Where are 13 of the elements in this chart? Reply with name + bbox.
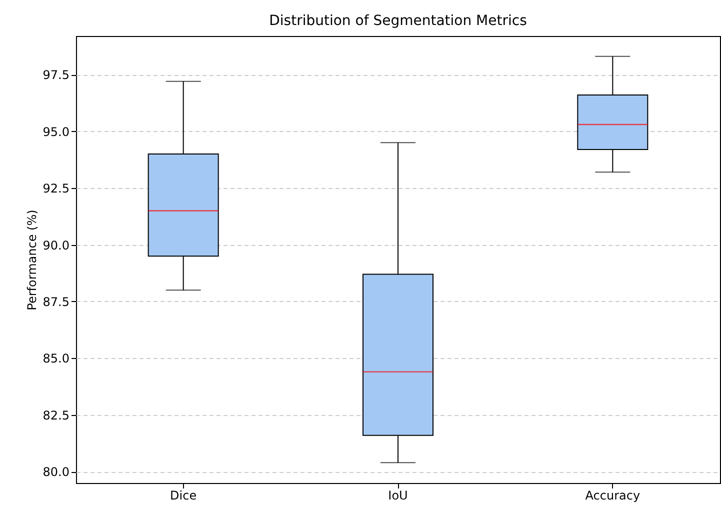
y-axis-title: Performance (%) xyxy=(24,210,39,310)
y-tick-label: 80.0 xyxy=(42,465,70,480)
y-tick-label: 85.0 xyxy=(42,352,70,366)
y-tick-label: 95.0 xyxy=(42,124,70,139)
x-tick-label: Accuracy xyxy=(585,488,640,502)
chart-title: Distribution of Segmentation Metrics xyxy=(269,13,527,29)
y-tick-label: 87.5 xyxy=(42,294,70,309)
y-tick-label: 90.0 xyxy=(42,238,70,252)
y-tick-label: 92.5 xyxy=(42,182,70,196)
x-tick-label: IoU xyxy=(388,488,408,502)
y-tick-label: 82.5 xyxy=(42,408,70,422)
x-tick-label: Dice xyxy=(170,488,197,502)
y-tick-label: 97.5 xyxy=(42,68,70,82)
